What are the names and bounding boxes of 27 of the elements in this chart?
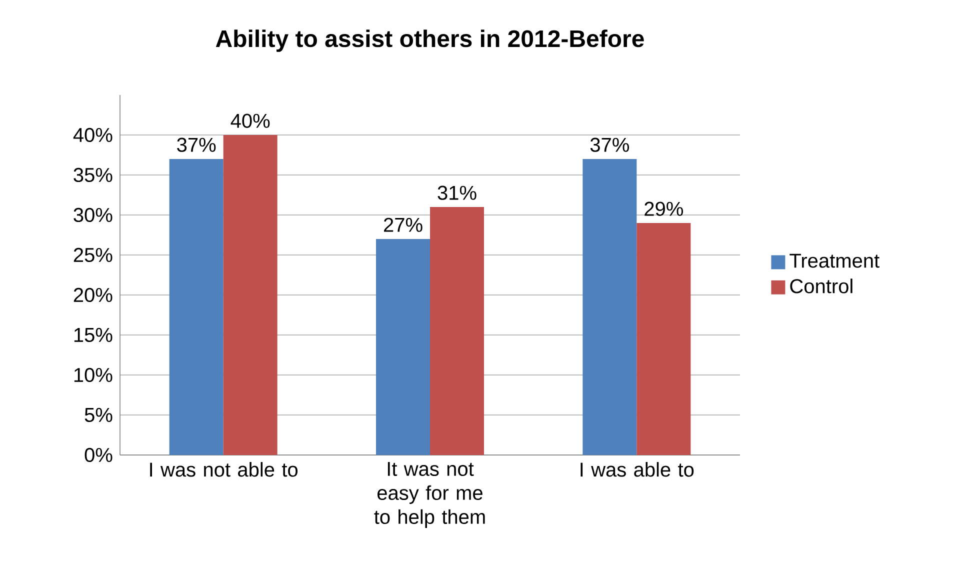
legend-label: Treatment bbox=[790, 254, 880, 268]
data-label: 31% bbox=[438, 186, 476, 200]
y-tick-label: 30% bbox=[74, 208, 112, 222]
data-label: 27% bbox=[384, 218, 422, 232]
data-label: 37% bbox=[177, 138, 216, 152]
data-label: 40% bbox=[230, 114, 270, 128]
y-tick-label: 0% bbox=[84, 448, 112, 462]
data-label: 29% bbox=[644, 202, 683, 216]
x-tick-label: I was able to bbox=[580, 462, 694, 477]
y-tick-label: 20% bbox=[74, 288, 112, 302]
y-tick-label: 15% bbox=[74, 328, 112, 342]
bar bbox=[376, 238, 430, 455]
y-tick-label: 10% bbox=[74, 368, 112, 382]
bar bbox=[169, 158, 224, 455]
bar bbox=[636, 222, 691, 455]
x-tick-label: I was not able to bbox=[150, 462, 298, 477]
y-tick-label: 25% bbox=[74, 248, 112, 262]
y-tick-label: 5% bbox=[84, 408, 112, 422]
y-tick-label: 35% bbox=[74, 168, 112, 182]
y-tick-label: 40% bbox=[73, 128, 112, 142]
bar bbox=[430, 206, 484, 455]
legend-label: Control bbox=[790, 278, 852, 294]
x-tick-label: It was not easy for me to help them bbox=[374, 462, 485, 528]
bar bbox=[582, 158, 637, 455]
bar bbox=[223, 134, 278, 455]
data-label: 37% bbox=[590, 138, 629, 152]
chart-title: Ability to assist others in 2012-Before bbox=[216, 30, 644, 52]
